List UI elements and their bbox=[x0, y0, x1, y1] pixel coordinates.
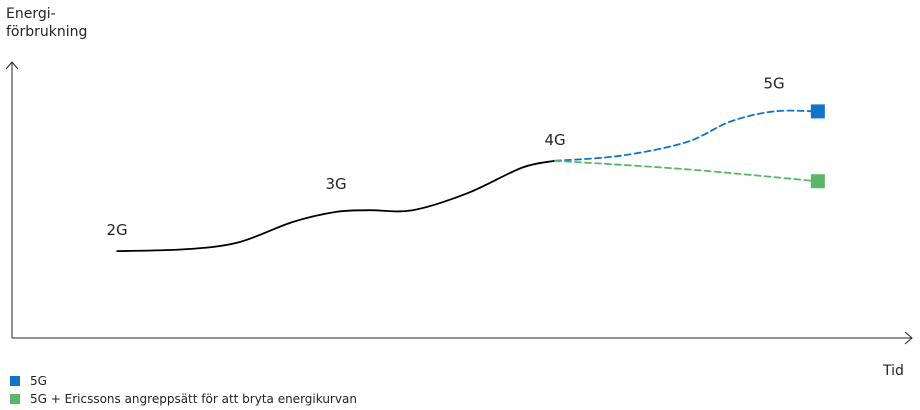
series-line-5g bbox=[554, 109, 819, 162]
legend-label-5g: 5G bbox=[30, 374, 47, 388]
legend-label-5g-ericsson: 5G + Ericssons angreppsätt för att bryta… bbox=[30, 392, 357, 406]
series-line-2g-4g bbox=[116, 159, 556, 252]
axes bbox=[5, 61, 913, 345]
y-axis-label-line-2: förbrukning bbox=[6, 24, 88, 40]
generation-label-4g: 4G bbox=[544, 131, 565, 149]
generation-label-2g: 2G bbox=[107, 221, 128, 239]
y-axis-arrow bbox=[5, 61, 19, 70]
y-axis-label-line-1: Energi- bbox=[6, 6, 56, 22]
legend-swatch-5g-ericsson bbox=[10, 394, 20, 404]
series-layer bbox=[116, 104, 825, 252]
generation-label-3g: 3G bbox=[326, 175, 347, 193]
x-axis-label: Tid bbox=[883, 363, 904, 379]
series-line-5g-ericsson bbox=[554, 159, 819, 183]
legend-item-5g-ericsson: 5G + Ericssons angreppsätt för att bryta… bbox=[10, 391, 357, 407]
x-axis-arrow bbox=[904, 331, 913, 345]
legend-swatch-5g bbox=[10, 376, 20, 386]
legend-item-5g: 5G bbox=[10, 373, 357, 389]
legend: 5G 5G + Ericssons angreppsätt för att br… bbox=[10, 373, 357, 409]
generation-label-5g: 5G bbox=[763, 75, 784, 93]
end-marker-5g-ericsson bbox=[810, 174, 825, 189]
end-marker-5g bbox=[810, 104, 825, 119]
y-axis-label: Energi- förbrukning bbox=[6, 5, 87, 41]
generation-labels: 2G 3G 4G 5G bbox=[107, 75, 785, 240]
